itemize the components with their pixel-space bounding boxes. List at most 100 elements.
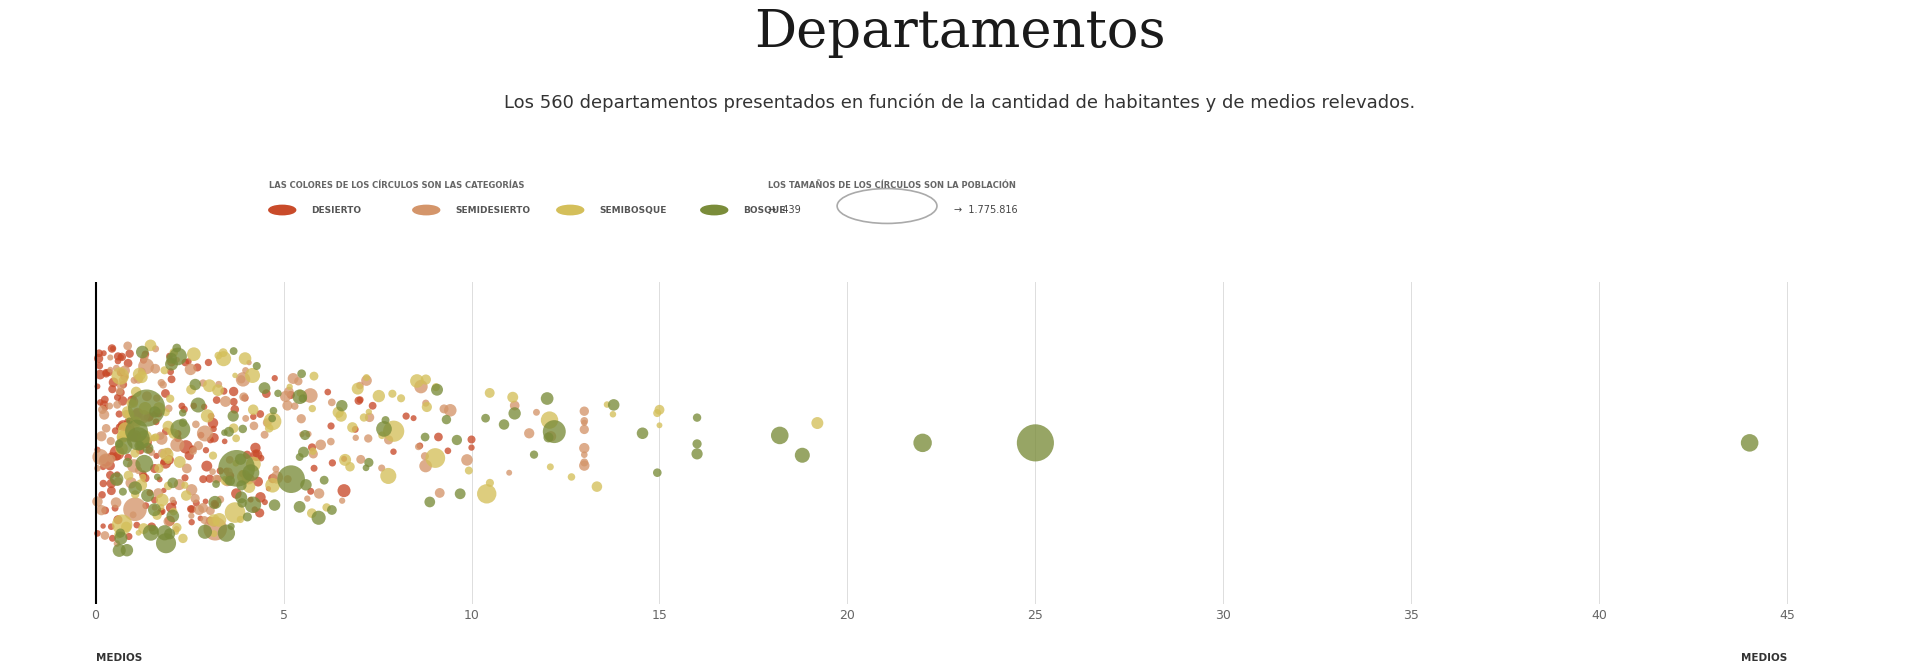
Point xyxy=(534,415,564,425)
Point xyxy=(211,465,242,476)
Point xyxy=(121,416,152,427)
Point xyxy=(88,521,119,531)
Point xyxy=(286,429,317,440)
Point xyxy=(138,525,169,535)
Point xyxy=(113,417,144,428)
Point xyxy=(215,521,246,531)
Point xyxy=(682,448,712,459)
Point xyxy=(125,369,156,380)
Point xyxy=(209,396,240,407)
Point xyxy=(317,458,348,468)
Point xyxy=(568,415,599,426)
Point xyxy=(315,421,346,431)
Point xyxy=(127,472,157,482)
Point xyxy=(219,423,250,433)
Point xyxy=(357,401,388,411)
Point xyxy=(682,439,712,450)
Point xyxy=(131,437,161,448)
Point xyxy=(207,354,238,364)
Point xyxy=(451,454,482,465)
Point xyxy=(129,458,159,469)
Point xyxy=(131,501,161,511)
Point xyxy=(152,450,182,460)
Point xyxy=(568,457,599,468)
Point xyxy=(298,446,328,456)
Point xyxy=(376,389,407,399)
Point xyxy=(182,400,213,411)
Point xyxy=(86,489,117,500)
Point xyxy=(424,488,455,499)
Point xyxy=(129,523,159,534)
Point xyxy=(98,533,129,544)
Point xyxy=(104,386,134,397)
Point xyxy=(315,436,346,447)
Point xyxy=(219,507,250,518)
Point xyxy=(129,410,159,421)
Point xyxy=(83,463,113,474)
Point xyxy=(200,497,230,508)
Point xyxy=(177,384,207,395)
Point xyxy=(90,367,121,378)
Point xyxy=(83,353,113,364)
Point xyxy=(238,405,269,415)
Point xyxy=(200,499,230,509)
Point xyxy=(227,492,257,503)
Point xyxy=(121,410,152,421)
Point xyxy=(119,375,150,386)
Point xyxy=(157,506,188,517)
Point xyxy=(171,491,202,501)
Point xyxy=(94,352,125,363)
Point xyxy=(386,393,417,404)
Point xyxy=(202,474,232,484)
Point xyxy=(111,521,142,532)
Point xyxy=(177,517,207,527)
Point xyxy=(242,476,273,487)
Point xyxy=(157,478,188,488)
Point xyxy=(123,374,154,384)
Point xyxy=(205,466,236,476)
Text: →  439: → 439 xyxy=(768,205,801,215)
Point xyxy=(134,340,165,351)
Point xyxy=(300,371,330,382)
Point xyxy=(198,466,228,477)
Point xyxy=(186,429,217,440)
Point xyxy=(276,474,307,484)
Point xyxy=(123,433,154,444)
Point xyxy=(84,360,115,371)
Point xyxy=(150,426,180,437)
Point xyxy=(238,411,269,422)
Point xyxy=(317,397,348,408)
Point xyxy=(115,416,146,427)
Point xyxy=(221,463,252,474)
Point xyxy=(108,486,138,497)
Point xyxy=(163,433,194,444)
Point xyxy=(225,514,255,525)
Point xyxy=(682,412,712,423)
Point xyxy=(184,513,215,524)
Point xyxy=(188,515,219,525)
Point xyxy=(111,340,142,351)
Point xyxy=(121,386,152,397)
Point xyxy=(240,448,271,459)
Point xyxy=(115,431,146,442)
Point xyxy=(113,358,144,368)
Point xyxy=(106,433,136,444)
Point xyxy=(219,397,250,407)
Point xyxy=(217,411,248,421)
Point xyxy=(119,399,150,409)
Point xyxy=(353,407,384,417)
Point xyxy=(157,511,188,521)
Point xyxy=(205,494,236,505)
Point xyxy=(134,445,165,456)
Point xyxy=(113,470,144,481)
Point xyxy=(200,499,230,510)
Point xyxy=(121,520,152,531)
Point xyxy=(411,460,442,471)
Point xyxy=(121,430,152,441)
Point xyxy=(184,505,215,515)
Point xyxy=(90,368,121,379)
Point xyxy=(161,522,192,533)
Point xyxy=(161,343,192,354)
Point xyxy=(150,538,180,549)
Point xyxy=(457,442,488,453)
